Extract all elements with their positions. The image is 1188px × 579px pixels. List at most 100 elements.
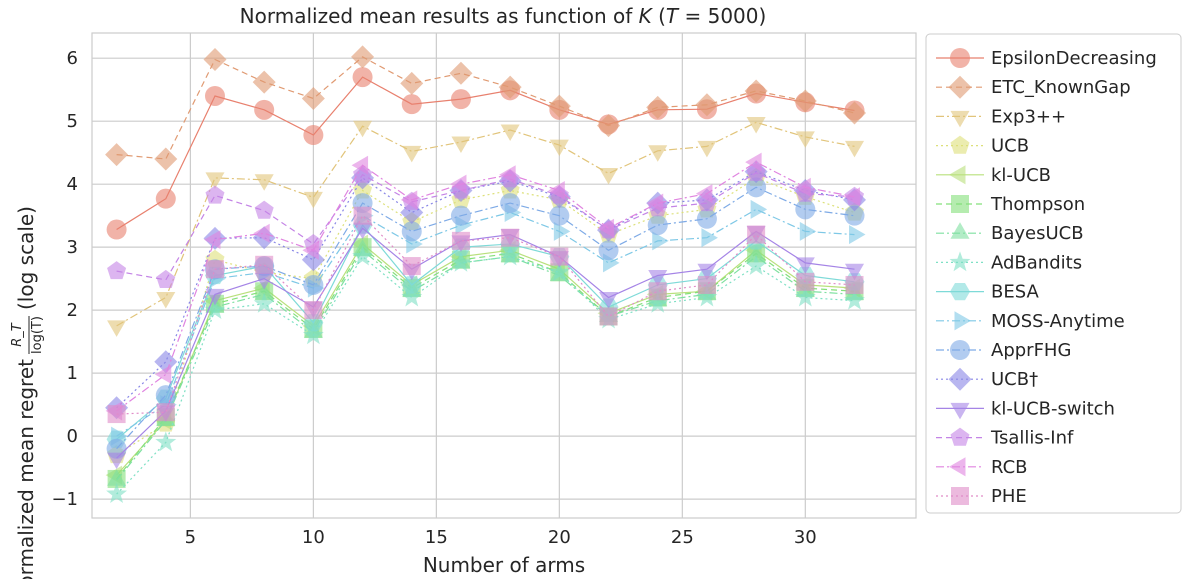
data-point: [949, 165, 966, 185]
series-line: [116, 161, 855, 412]
legend-label: BayesUCB: [991, 223, 1084, 244]
data-point: [401, 221, 422, 242]
data-point: [156, 403, 175, 422]
data-point: [697, 140, 717, 158]
data-point: [205, 185, 225, 204]
data-point: [107, 452, 127, 470]
legend-label: MOSS-Anytime: [991, 311, 1125, 332]
data-point: [107, 320, 127, 337]
data-point: [950, 427, 970, 446]
data-point: [353, 120, 373, 138]
y-axis-title-suffix: (log scale): [14, 206, 38, 310]
series-line: [116, 246, 855, 480]
data-point: [648, 145, 668, 162]
data-point: [794, 286, 816, 307]
legend-item: AdBandits: [936, 251, 1082, 273]
data-point: [154, 364, 172, 384]
series-line: [116, 227, 855, 459]
legend-item: kl-UCB-switch: [936, 398, 1115, 420]
data-point: [449, 174, 467, 194]
legend-item: MOSS-Anytime: [936, 311, 1125, 332]
legend-label: AdBandits: [991, 252, 1082, 273]
legend-label: Tsallis-Inf: [990, 428, 1074, 449]
data-point: [402, 257, 421, 276]
data-point: [107, 261, 127, 280]
data-point: [549, 205, 570, 226]
data-point: [695, 184, 713, 204]
data-point: [954, 311, 971, 331]
y-axis-title-fraction-denominator: log(T): [30, 316, 45, 354]
x-tick-label: 25: [671, 527, 694, 548]
data-point: [499, 165, 516, 185]
data-point: [950, 402, 970, 420]
y-tick-label: 3: [67, 237, 78, 258]
data-point: [548, 261, 570, 282]
legend-item: kl-UCB: [936, 165, 1051, 186]
data-point: [598, 240, 619, 261]
series-PHE: [107, 206, 864, 424]
data-point: [795, 257, 815, 274]
data-point: [948, 367, 972, 391]
y-tick-label: 4: [67, 174, 78, 195]
data-point: [950, 135, 970, 154]
data-point: [205, 288, 225, 306]
data-point: [597, 114, 621, 138]
data-point: [205, 260, 224, 279]
data-point: [646, 193, 664, 213]
series-layer: [105, 45, 867, 503]
data-point: [747, 225, 766, 244]
data-point: [750, 199, 768, 219]
data-point: [203, 230, 221, 250]
x-tick-label: 30: [794, 527, 817, 548]
data-point: [252, 70, 276, 94]
y-axis-title-text: Normalized mean regret: [14, 359, 38, 579]
data-point: [401, 94, 422, 115]
data-point: [204, 85, 225, 106]
data-point: [550, 247, 569, 266]
legend-item: BESA: [936, 282, 1039, 303]
data-point: [553, 221, 571, 241]
data-point: [950, 282, 970, 301]
data-point: [105, 143, 129, 167]
legend-label: EpsilonDecreasing: [991, 48, 1157, 69]
data-point: [844, 140, 865, 158]
y-tick-label: 5: [67, 111, 78, 132]
data-point: [451, 136, 471, 153]
data-point: [646, 95, 670, 119]
data-point: [745, 255, 767, 275]
legend-label: Exp3++: [991, 106, 1066, 127]
data-point: [402, 145, 422, 163]
data-point: [351, 155, 369, 175]
data-point: [746, 245, 766, 263]
y-tick-label: 6: [67, 48, 78, 69]
legend-label: kl-UCB-switch: [991, 398, 1115, 419]
data-point: [648, 282, 667, 301]
data-point: [107, 405, 126, 424]
legend-label: RCB: [991, 457, 1028, 478]
data-point: [647, 215, 668, 236]
series-line: [116, 172, 855, 281]
data-point: [701, 228, 718, 248]
y-axis-title: Normalized mean regret R_T log(T) (log s…: [10, 206, 45, 579]
data-point: [951, 487, 969, 505]
data-point: [303, 191, 323, 209]
data-point: [950, 48, 970, 68]
series-AdBandits: [106, 245, 865, 503]
data-point: [950, 222, 970, 239]
legend-label: ETC_KnownGap: [991, 77, 1131, 98]
data-point: [203, 47, 227, 71]
data-point: [106, 483, 128, 503]
data-point: [795, 131, 815, 148]
series-line: [116, 76, 855, 231]
legend-frame: [925, 33, 1182, 514]
data-point: [304, 301, 323, 320]
series-ETC_KnownGap: [105, 45, 867, 171]
data-point: [205, 172, 225, 189]
data-point: [599, 292, 619, 309]
data-point: [449, 61, 473, 85]
data-point: [450, 89, 471, 110]
data-point: [695, 93, 719, 117]
data-point: [794, 177, 811, 197]
legend-item: ApprFHG: [936, 340, 1071, 361]
